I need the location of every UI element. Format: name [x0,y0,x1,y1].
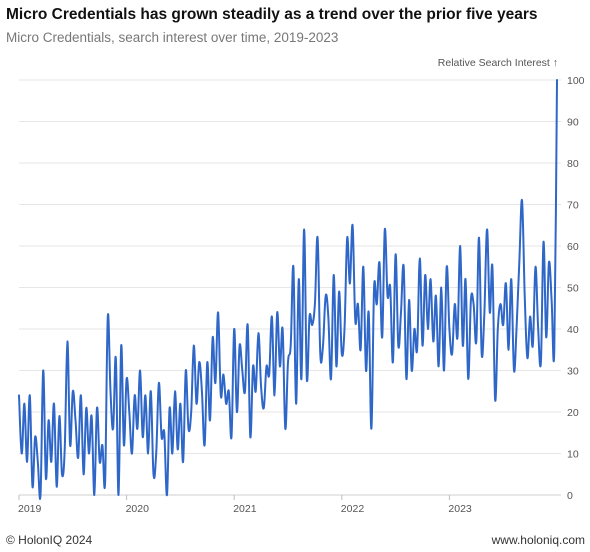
chart-title: Micro Credentials has grown steadily as … [6,6,538,23]
x-tick-label: 2022 [341,503,365,515]
grid-lines [19,79,561,496]
x-tick-label: 2021 [233,503,257,515]
y-tick-label: 100 [567,75,585,87]
x-tick-label: 2019 [18,503,42,515]
series-line [18,79,558,500]
y-tick-label: 50 [567,283,579,295]
website-link[interactable]: www.holoniq.com [491,533,585,547]
y-tick-label: 30 [567,366,579,378]
y-tick-label: 20 [567,407,579,419]
y-axis: 0 10 20 30 40 50 60 70 80 90 100 [567,75,585,502]
y-tick-label: 70 [567,200,579,212]
x-tick-label: 2023 [448,503,472,515]
y-tick-label: 0 [567,490,573,502]
y-axis-label: Relative Search Interest ↑ [438,57,558,69]
copyright-text: © HolonIQ 2024 [6,533,93,547]
y-tick-label: 10 [567,449,579,461]
y-tick-label: 40 [567,324,579,336]
series-layer [18,79,558,500]
y-tick-label: 60 [567,241,579,253]
x-tick-label: 2020 [126,503,150,515]
chart-subtitle: Micro Credentials, search interest over … [6,30,339,45]
y-tick-label: 80 [567,158,579,170]
x-axis: 2019 2020 2021 2022 2023 [18,495,472,515]
y-tick-label: 90 [567,117,579,129]
